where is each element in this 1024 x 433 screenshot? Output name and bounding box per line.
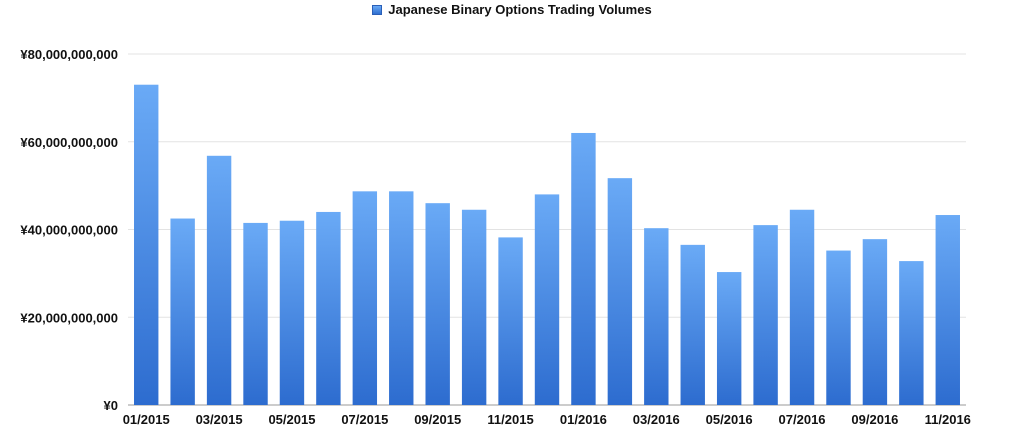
bar-04-2016 — [680, 244, 705, 405]
bar-03-2015 — [206, 155, 232, 405]
bar-09-2016 — [862, 239, 888, 405]
x-tick-label: 11/2016 — [925, 412, 971, 427]
bar-11-2016 — [935, 215, 960, 405]
legend-swatch — [372, 5, 383, 15]
x-tick-label: 05/2016 — [706, 412, 753, 427]
y-tick-label: ¥60,000,000,000 — [20, 135, 118, 150]
bar-04-2015 — [243, 222, 268, 405]
bar-10-2016 — [899, 261, 924, 405]
y-tick-label: ¥80,000,000,000 — [20, 47, 118, 62]
y-tick-label: ¥20,000,000,000 — [20, 310, 118, 325]
bar-06-2015 — [316, 211, 341, 405]
bar-09-2015 — [425, 203, 450, 405]
bar-03-2016 — [644, 228, 669, 405]
bar-07-2016 — [789, 209, 815, 405]
x-tick-label: 03/2015 — [196, 412, 243, 427]
bar-06-2016 — [753, 225, 778, 405]
legend: Japanese Binary Options Trading Volumes — [0, 2, 1024, 17]
x-tick-label: 07/2015 — [341, 412, 388, 427]
x-tick-label: 11/2015 — [487, 412, 533, 427]
y-tick-label: ¥0 — [104, 398, 118, 413]
x-tick-label: 01/2016 — [560, 412, 607, 427]
bar-11-2015 — [498, 237, 523, 405]
x-tick-label: 03/2016 — [633, 412, 680, 427]
x-tick-label: 01/2015 — [123, 412, 170, 427]
bar-05-2015 — [279, 220, 305, 405]
bar-08-2016 — [826, 250, 851, 405]
bar-10-2015 — [461, 209, 487, 405]
x-tick-label: 05/2015 — [268, 412, 315, 427]
x-tick-label: 09/2016 — [851, 412, 898, 427]
x-tick-label: 07/2016 — [779, 412, 826, 427]
bar-02-2016 — [607, 178, 633, 405]
bar-01-2015 — [134, 84, 159, 406]
bar-08-2015 — [389, 191, 414, 405]
bar-02-2015 — [170, 218, 195, 405]
bar-07-2015 — [352, 191, 378, 405]
y-tick-label: ¥40,000,000,000 — [20, 223, 118, 238]
bar-05-2016 — [716, 272, 742, 405]
bar-12-2015 — [534, 194, 560, 405]
bar-01-2016 — [571, 132, 596, 405]
x-tick-label: 09/2015 — [414, 412, 461, 427]
legend-label: Japanese Binary Options Trading Volumes — [388, 2, 652, 17]
